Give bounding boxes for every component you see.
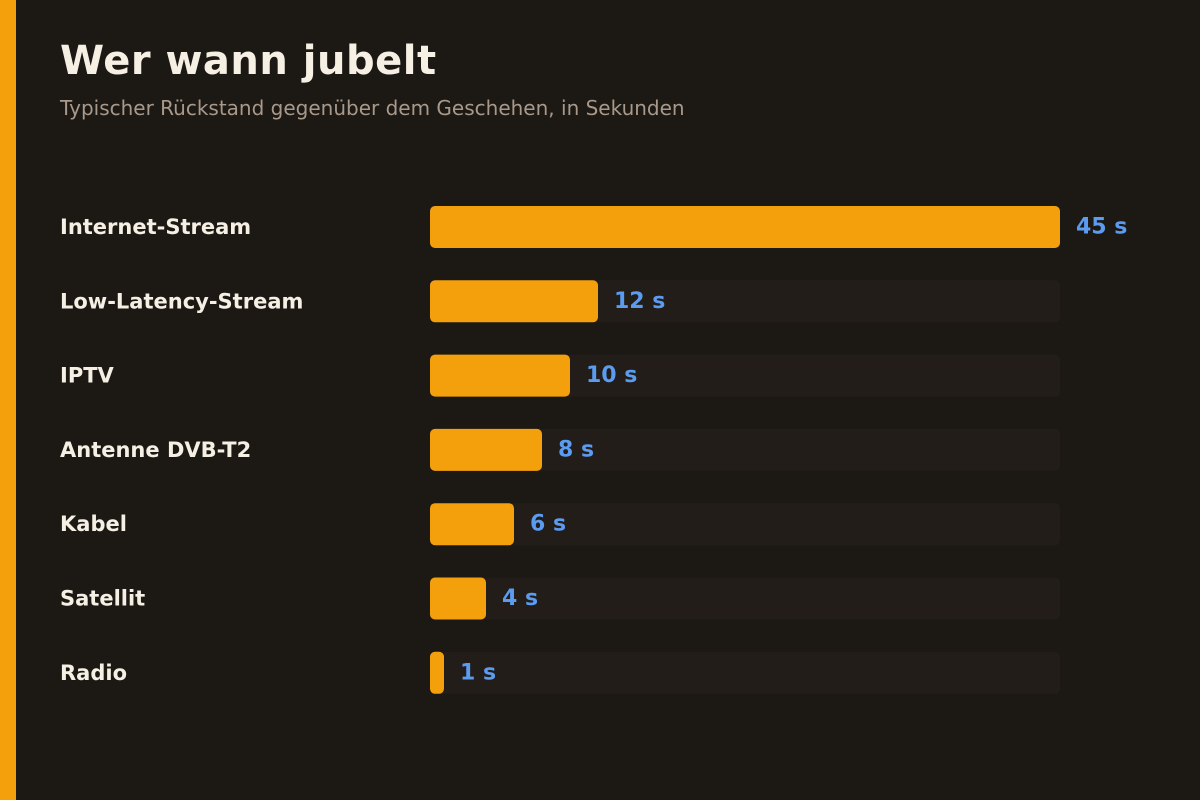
bar [430, 651, 444, 694]
bar [430, 354, 570, 397]
category-label: IPTV [60, 364, 115, 388]
value-label: 8 s [558, 437, 594, 462]
chart-subtitle: Typischer Rückstand gegenüber dem Gesche… [60, 96, 685, 120]
bar-row: Satellit 4 s [60, 577, 1060, 620]
bar-track [430, 354, 1060, 397]
category-label: Kabel [60, 512, 127, 536]
category-label: Satellit [60, 587, 145, 611]
bar-row: Low-Latency-Stream 12 s [60, 280, 1060, 323]
category-label: Radio [60, 661, 127, 685]
bar-track [430, 428, 1060, 471]
bar-row: Kabel 6 s [60, 503, 1060, 546]
bar [430, 577, 486, 620]
value-label: 12 s [614, 289, 665, 314]
chart-title: Wer wann jubelt [60, 38, 437, 84]
value-label: 45 s [1076, 215, 1127, 240]
bar [430, 206, 1060, 248]
bar-track [430, 503, 1060, 546]
value-label: 1 s [460, 660, 496, 685]
category-label: Internet-Stream [60, 215, 251, 239]
bar [430, 280, 598, 323]
category-label: Antenne DVB-T2 [60, 438, 251, 462]
bar-row: Internet-Stream 45 s [60, 206, 1127, 248]
value-label: 6 s [530, 512, 566, 537]
bar-row: IPTV 10 s [60, 354, 1060, 397]
bar-row: Antenne DVB-T2 8 s [60, 428, 1060, 471]
category-label: Low-Latency-Stream [60, 289, 303, 313]
accent-stripe [0, 0, 16, 800]
bar-track [430, 577, 1060, 620]
bar [430, 428, 542, 471]
value-label: 4 s [502, 586, 538, 611]
value-label: 10 s [586, 363, 637, 388]
bar-row: Radio 1 s [60, 651, 1060, 694]
bar-track [430, 651, 1060, 694]
bar [430, 503, 514, 546]
